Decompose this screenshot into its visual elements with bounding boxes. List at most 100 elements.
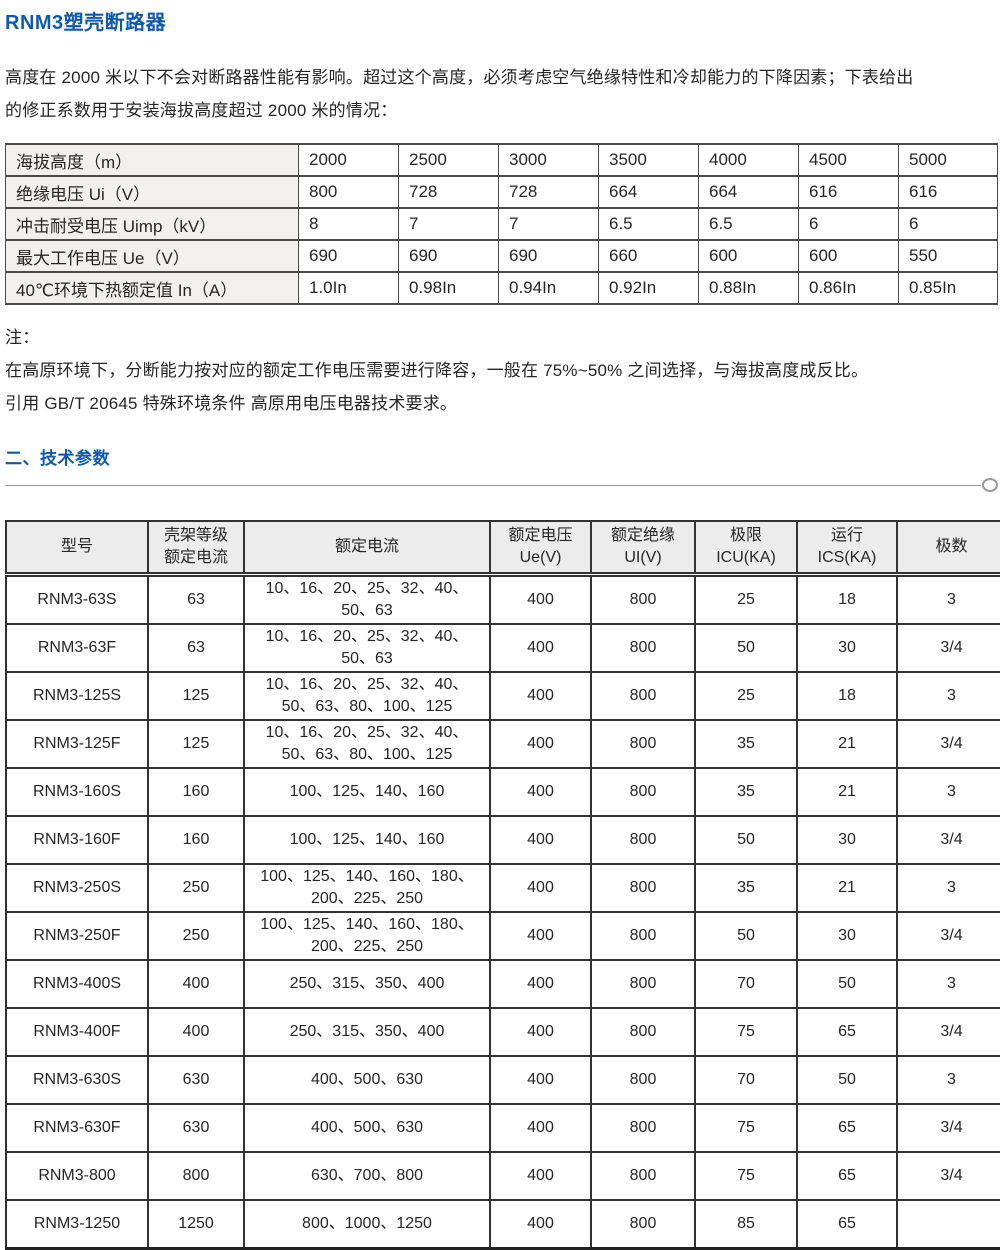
table-cell: 690 — [398, 239, 499, 273]
table-cell: 3 — [896, 671, 1000, 721]
table-cell: RNM3-250F — [5, 911, 149, 961]
table-row: RNM3-800 800 630、700、800 400 800 75 65 3/4 — [5, 1151, 1000, 1201]
table-cell: 3 — [896, 1055, 1000, 1105]
table-row: RNM3-160F 160 100、125、140、160 400 800 50 30 3/4 — [5, 815, 1000, 865]
table-cell: 800 — [147, 1151, 245, 1201]
column-header-rated-current: 额定电流 — [243, 520, 491, 577]
table-cell: 4500 — [798, 143, 899, 177]
table-cell: 250、315、350、400 — [243, 1007, 491, 1057]
table-cell: 50 — [694, 911, 798, 961]
table-cell: 3/4 — [896, 623, 1000, 673]
table-cell: 1.0In — [298, 271, 399, 305]
table-cell: 800 — [298, 175, 399, 209]
table-cell: 63 — [147, 573, 245, 625]
table-cell: 400 — [489, 911, 592, 961]
table-cell: 250 — [147, 911, 245, 961]
column-header-poles: 极数 — [896, 520, 1000, 577]
table-cell: 160 — [147, 767, 245, 817]
technical-parameters-table: 型号 壳架等级 额定电流 额定电流 额定电压 Ue(V) 额定绝缘 UI(V) … — [5, 520, 1000, 1250]
table-cell: 664 — [598, 175, 699, 209]
table-cell: 800 — [590, 719, 696, 769]
table-cell: RNM3-400F — [5, 1007, 149, 1057]
section-heading: 二、技术参数 — [5, 449, 110, 468]
table-cell: 3/4 — [896, 911, 1000, 961]
table-cell: 75 — [694, 1007, 798, 1057]
intro-paragraph: 高度在 2000 米以下不会对断路器性能有影响。超过这个高度，必须考虑空气绝缘特… — [5, 61, 1000, 127]
table-cell: 616 — [798, 175, 899, 209]
table-cell: 1250 — [147, 1199, 245, 1250]
table-cell: 400 — [147, 1007, 245, 1057]
table-cell: 6 — [898, 207, 998, 241]
table-cell: 800 — [590, 671, 696, 721]
table-cell: 50 — [796, 959, 898, 1009]
table-cell: 最大工作电压 Ue（V） — [5, 239, 299, 273]
table-row: RNM3-630F 630 400、500、630 400 800 75 65 3/4 — [5, 1103, 1000, 1153]
table-cell: 75 — [694, 1103, 798, 1153]
table-cell: 40℃环境下热额定值 In（A） — [5, 271, 299, 305]
table-cell: 3/4 — [896, 1151, 1000, 1201]
table-cell: 21 — [796, 767, 898, 817]
table-cell: 21 — [796, 863, 898, 913]
table-cell: 800 — [590, 1055, 696, 1105]
table-cell: 8 — [298, 207, 399, 241]
table-cell: 6 — [798, 207, 899, 241]
table-cell: 800 — [590, 1007, 696, 1057]
table-cell: 800 — [590, 1199, 696, 1250]
table-cell: 800、1000、1250 — [243, 1199, 491, 1250]
table-cell: 800 — [590, 1151, 696, 1201]
table-cell: 21 — [796, 719, 898, 769]
table-row: 最大工作电压 Ue（V） 690 690 690 660 600 600 550 — [5, 239, 998, 273]
table-cell: 100、125、140、160、180、 200、225、250 — [243, 863, 491, 913]
table-cell: 600 — [698, 239, 799, 273]
table-cell: RNM3-250S — [5, 863, 149, 913]
table-row: RNM3-400F 400 250、315、350、400 400 800 75 65 3/4 — [5, 1007, 1000, 1057]
table-cell: 10、16、20、25、32、40、 50、63、80、100、125 — [243, 671, 491, 721]
table-cell: 630 — [147, 1055, 245, 1105]
table-cell: 125 — [147, 671, 245, 721]
table-cell: 100、125、140、160 — [243, 815, 491, 865]
table-cell: 0.85In — [898, 271, 998, 305]
table-row: RNM3-125S 125 10、16、20、25、32、40、 50、63、80、… — [5, 671, 1000, 721]
table-header-row: 型号 壳架等级 额定电流 额定电流 额定电压 Ue(V) 额定绝缘 UI(V) … — [5, 520, 1000, 577]
table-cell: 400 — [489, 623, 592, 673]
table-cell: 550 — [898, 239, 998, 273]
table-cell: 400 — [147, 959, 245, 1009]
table-cell: 630、700、800 — [243, 1151, 491, 1201]
table-cell: 75 — [694, 1151, 798, 1201]
table-cell: 400 — [489, 1007, 592, 1057]
table-cell: RNM3-800 — [5, 1151, 149, 1201]
table-cell: 冲击耐受电压 Uimp（kV） — [5, 207, 299, 241]
table-cell: 0.88In — [698, 271, 799, 305]
table-cell: 600 — [798, 239, 899, 273]
table-cell: 0.86In — [798, 271, 899, 305]
table-cell: 400 — [489, 959, 592, 1009]
table-row: RNM3-1250 1250 800、1000、1250 400 800 85 65 — [5, 1199, 1000, 1250]
table-cell: 3/4 — [896, 719, 1000, 769]
table-cell: 30 — [796, 623, 898, 673]
table-cell: 10、16、20、25、32、40、 50、63 — [243, 573, 491, 625]
table-cell: 5000 — [898, 143, 998, 177]
table-cell: 70 — [694, 1055, 798, 1105]
table-cell: 30 — [796, 911, 898, 961]
table-cell: 10、16、20、25、32、40、 50、63、80、100、125 — [243, 719, 491, 769]
table-cell: RNM3-1250 — [5, 1199, 149, 1250]
table-cell: 0.92In — [598, 271, 699, 305]
table-row: RNM3-250F 250 100、125、140、160、180、 200、225… — [5, 911, 1000, 961]
table-cell: 400、500、630 — [243, 1055, 491, 1105]
notes-block: 注： 在高原环境下，分断能力按对应的额定工作电压需要进行降容，一般在 75%~5… — [5, 321, 1000, 420]
table-cell: 2500 — [398, 143, 499, 177]
note-line: 在高原环境下，分断能力按对应的额定工作电压需要进行降容，一般在 75%~50% … — [5, 361, 869, 380]
table-cell: 35 — [694, 767, 798, 817]
table-row: 冲击耐受电压 Uimp（kV） 8 7 7 6.5 6.5 6 6 — [5, 207, 998, 241]
table-row: RNM3-400S 400 250、315、350、400 400 800 70 50 3 — [5, 959, 1000, 1009]
table-cell: 35 — [694, 719, 798, 769]
table-row: RNM3-125F 125 10、16、20、25、32、40、 50、63、80、… — [5, 719, 1000, 769]
table-cell: 400 — [489, 1151, 592, 1201]
table-cell: 800 — [590, 623, 696, 673]
table-cell: 800 — [590, 911, 696, 961]
table-cell: 690 — [498, 239, 599, 273]
column-header-model: 型号 — [5, 520, 149, 577]
table-cell: 400 — [489, 573, 592, 625]
table-cell: 3 — [896, 959, 1000, 1009]
note-label: 注： — [5, 328, 40, 347]
